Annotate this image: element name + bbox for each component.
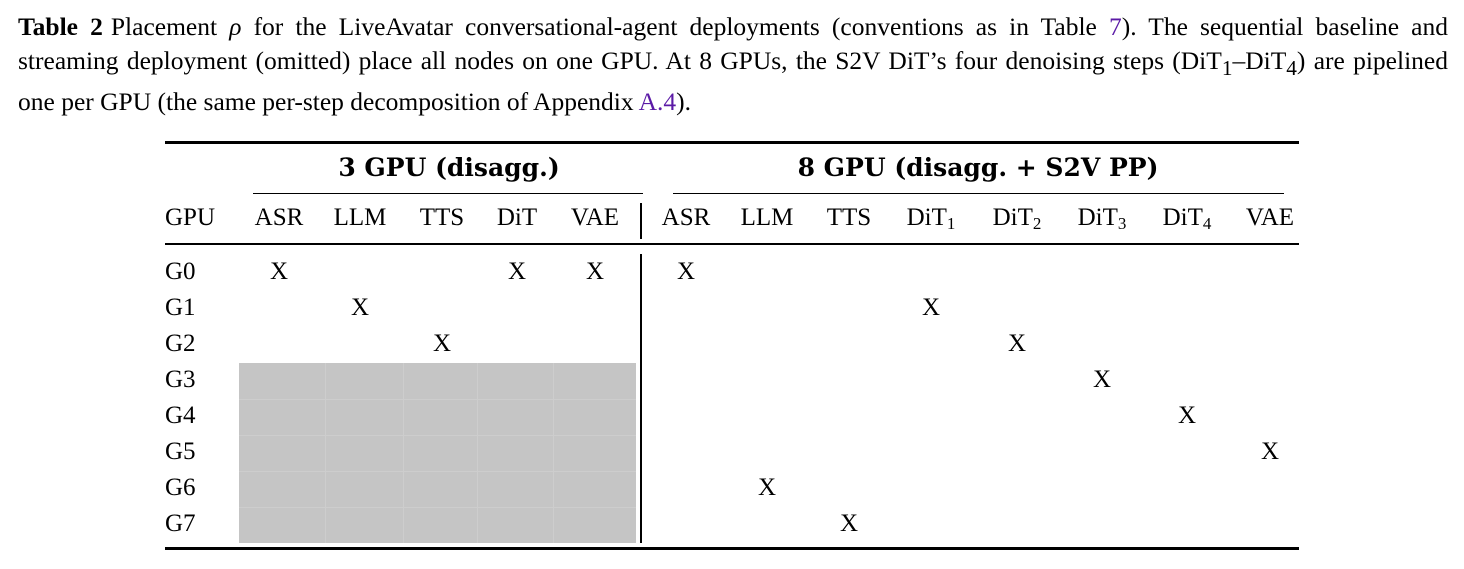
table-ref-link[interactable]: 7 — [1108, 12, 1122, 41]
shade-seam — [239, 507, 636, 508]
shade-seam — [325, 363, 326, 543]
caption-sub-4: 4 — [1286, 55, 1297, 80]
top-rule — [165, 141, 1299, 144]
group-header-8gpu: 8 GPU (disagg. + S2V PP) — [797, 153, 1159, 182]
placement-mark-8gpu: X — [1177, 402, 1197, 429]
column-header-8gpu: DiT2 — [972, 203, 1062, 233]
row-label: G6 — [165, 474, 196, 501]
column-header-3gpu: ASR — [254, 204, 304, 231]
column-header-base: VAE — [1245, 204, 1295, 231]
column-header-8gpu: DiT1 — [886, 203, 976, 233]
column-header-base: DiT — [992, 204, 1033, 231]
column-header-3gpu: VAE — [570, 204, 620, 231]
column-header-3gpu: LLM — [333, 204, 387, 231]
group-separator — [640, 254, 642, 543]
placement-mark-3gpu: X — [432, 330, 452, 357]
column-header-8gpu: VAE — [1225, 203, 1315, 233]
column-header-subscript: 3 — [1117, 214, 1127, 233]
shade-seam — [477, 363, 478, 543]
placement-mark-8gpu: X — [1260, 438, 1280, 465]
row-label: G3 — [165, 366, 196, 393]
caption-text-4: ) are pipelined one per GPU (the same pe… — [18, 45, 1448, 117]
appendix-ref-link[interactable]: A.4 — [638, 87, 677, 117]
column-header-8gpu: LLM — [722, 203, 812, 233]
header-rule — [165, 243, 1299, 245]
caption-text-1: Placement — [110, 12, 230, 41]
caption-rho: ρ — [229, 12, 242, 41]
caption-sub-1: 1 — [1221, 55, 1233, 80]
column-header-subscript: 2 — [1032, 214, 1042, 233]
placement-mark-8gpu: X — [1007, 330, 1027, 357]
column-header-base: LLM — [740, 204, 794, 231]
shade-seam — [403, 363, 404, 543]
placement-mark-3gpu: X — [350, 294, 370, 321]
column-header-8gpu: ASR — [641, 203, 731, 233]
row-label: G0 — [165, 258, 196, 285]
placement-mark-8gpu: X — [757, 474, 777, 501]
column-header-8gpu: TTS — [804, 203, 894, 233]
unused-gpu-shading — [239, 363, 636, 543]
column-header-base: ASR — [661, 204, 711, 231]
row-label: G1 — [165, 294, 196, 321]
bottom-rule — [165, 547, 1299, 550]
row-label: G5 — [165, 438, 196, 465]
placement-mark-8gpu: X — [676, 258, 696, 285]
column-header-base: DiT — [1077, 204, 1118, 231]
column-header-base: TTS — [826, 204, 872, 231]
group-underline-8gpu — [673, 193, 1284, 195]
group-underline-3gpu — [253, 193, 643, 195]
shade-seam — [239, 399, 636, 400]
placement-mark-8gpu: X — [921, 294, 941, 321]
row-label: G4 — [165, 402, 196, 429]
column-header-base: DiT — [1162, 204, 1203, 231]
row-label: G7 — [165, 510, 196, 537]
column-header-3gpu: TTS — [419, 204, 465, 231]
column-header-subscript: 4 — [1202, 214, 1212, 233]
column-header-subscript: 1 — [946, 214, 956, 233]
caption-text-2: for the LiveAvatar conversational-agent … — [241, 12, 1109, 41]
placement-mark-3gpu: X — [269, 258, 289, 285]
column-header-8gpu: DiT4 — [1142, 203, 1232, 233]
table-caption: Table 2 Placement ρ for the LiveAvatar co… — [18, 10, 1448, 119]
column-header-8gpu: DiT3 — [1057, 203, 1147, 233]
row-label: G2 — [165, 330, 196, 357]
shade-seam — [239, 435, 636, 436]
caption-label: Table 2 — [18, 12, 103, 41]
group-separator — [640, 203, 642, 239]
caption-dash: –DiT — [1232, 45, 1287, 75]
row-header-gpu: GPU — [165, 204, 216, 231]
placement-mark-3gpu: X — [507, 258, 527, 285]
placement-mark-8gpu: X — [1092, 366, 1112, 393]
caption-text-3: ). The sequential baseline and streaming… — [18, 12, 1448, 75]
group-header-3gpu: 3 GPU (disagg.) — [338, 153, 560, 182]
column-header-3gpu: DiT — [496, 204, 538, 231]
placement-table: 3 GPU (disagg.) 8 GPU (disagg. + S2V PP)… — [165, 141, 1299, 553]
shade-seam — [239, 471, 636, 472]
caption-text-5: ). — [676, 87, 691, 117]
shade-seam — [553, 363, 554, 543]
column-header-base: DiT — [906, 204, 947, 231]
placement-mark-3gpu: X — [585, 258, 605, 285]
placement-mark-8gpu: X — [839, 510, 859, 537]
